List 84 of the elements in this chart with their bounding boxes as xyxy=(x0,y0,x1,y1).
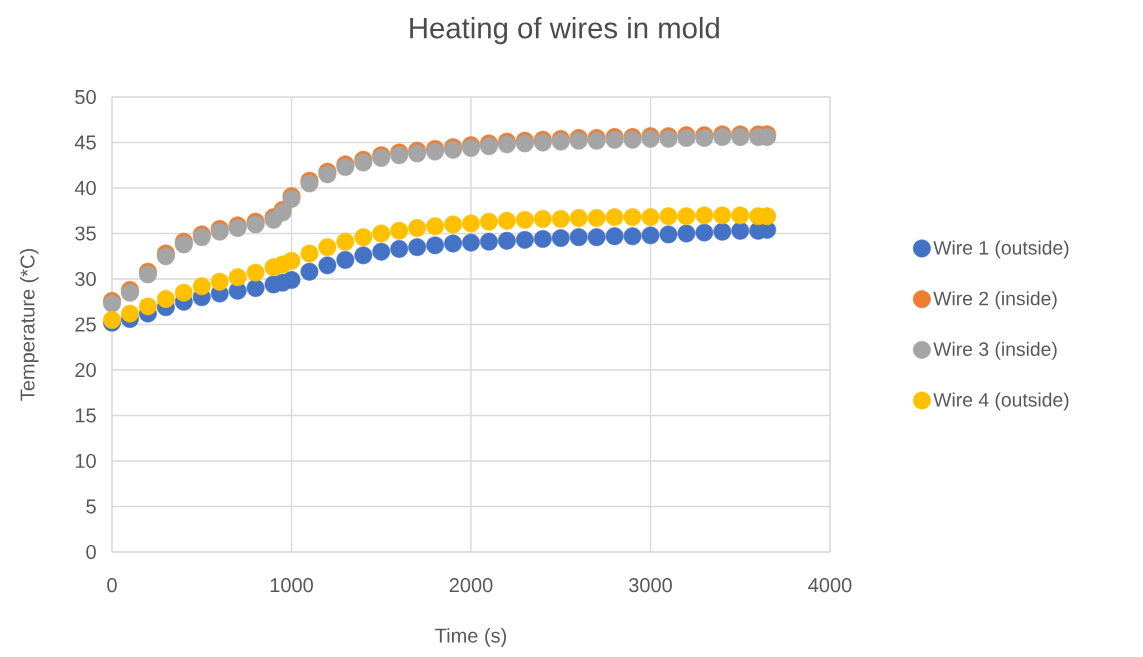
point xyxy=(426,236,445,255)
point xyxy=(569,209,588,227)
point xyxy=(480,212,498,231)
point xyxy=(480,232,498,251)
y-tick-label: 50 xyxy=(75,89,96,105)
point xyxy=(641,226,660,245)
point xyxy=(695,223,714,242)
point xyxy=(731,206,750,225)
legend-label: Wire 1 (outside) xyxy=(933,240,1069,259)
y-tick-label: 20 xyxy=(75,362,96,378)
chart-title: Heating of wires in mold xyxy=(410,16,719,45)
point xyxy=(282,251,301,270)
legend-label: Wire 3 (inside) xyxy=(933,341,1057,360)
point xyxy=(605,208,624,227)
point xyxy=(192,277,211,296)
y-tick-label: 15 xyxy=(75,408,96,423)
point xyxy=(444,215,462,234)
point xyxy=(695,206,714,225)
point xyxy=(336,250,355,269)
point xyxy=(121,304,139,323)
x-tick-label: 3000 xyxy=(629,578,672,593)
point xyxy=(318,256,337,275)
x-tick-label: 0 xyxy=(107,578,117,593)
point xyxy=(551,229,570,247)
legend-label: Wire 4 (outside) xyxy=(933,392,1069,411)
point xyxy=(659,207,678,226)
point xyxy=(210,272,229,291)
point xyxy=(497,231,516,250)
point xyxy=(372,224,391,243)
point xyxy=(390,240,409,258)
point xyxy=(605,227,624,246)
point xyxy=(587,209,606,227)
point xyxy=(138,297,157,316)
point xyxy=(300,244,319,263)
y-tick-label: 45 xyxy=(74,135,96,150)
point xyxy=(462,233,480,252)
point xyxy=(300,262,319,281)
point xyxy=(623,227,642,246)
y-axis-title: Temperature (*C) xyxy=(19,249,39,401)
point xyxy=(551,209,570,228)
point xyxy=(462,214,480,233)
y-tick-label: 35 xyxy=(75,226,96,241)
point xyxy=(336,232,355,251)
point xyxy=(354,228,373,247)
y-tick-label: 5 xyxy=(86,499,96,514)
point xyxy=(533,230,552,248)
point xyxy=(246,279,265,298)
point xyxy=(318,238,337,257)
point xyxy=(282,270,301,289)
point xyxy=(228,268,247,287)
point xyxy=(372,242,391,261)
point xyxy=(569,228,588,247)
x-tick-label: 1000 xyxy=(270,578,313,593)
point xyxy=(426,217,445,236)
point xyxy=(713,206,732,225)
point xyxy=(677,207,696,226)
y-tick-label: 0 xyxy=(86,544,96,560)
point xyxy=(731,221,750,240)
point xyxy=(246,263,265,282)
y-tick-label: 40 xyxy=(74,180,96,196)
point xyxy=(515,210,534,229)
y-tick-label: 30 xyxy=(75,271,96,287)
x-tick-label: 2000 xyxy=(449,578,493,593)
legend-label: Wire 2 (inside) xyxy=(933,291,1057,310)
point xyxy=(587,228,606,247)
point xyxy=(713,222,732,241)
point xyxy=(497,211,516,230)
point xyxy=(408,238,427,257)
x-tick-label: 4000 xyxy=(808,578,852,593)
y-tick-label: 25 xyxy=(75,317,96,332)
point xyxy=(174,283,193,302)
point xyxy=(533,209,552,228)
point xyxy=(623,208,642,227)
point xyxy=(354,246,373,265)
point xyxy=(677,224,696,243)
point xyxy=(444,234,462,253)
point xyxy=(659,225,678,244)
point xyxy=(156,290,175,308)
point xyxy=(390,221,409,240)
y-tick-label: 10 xyxy=(75,453,96,469)
x-axis-title: Time (s) xyxy=(435,628,507,647)
point xyxy=(515,230,534,249)
point xyxy=(408,219,427,237)
point xyxy=(641,208,660,227)
